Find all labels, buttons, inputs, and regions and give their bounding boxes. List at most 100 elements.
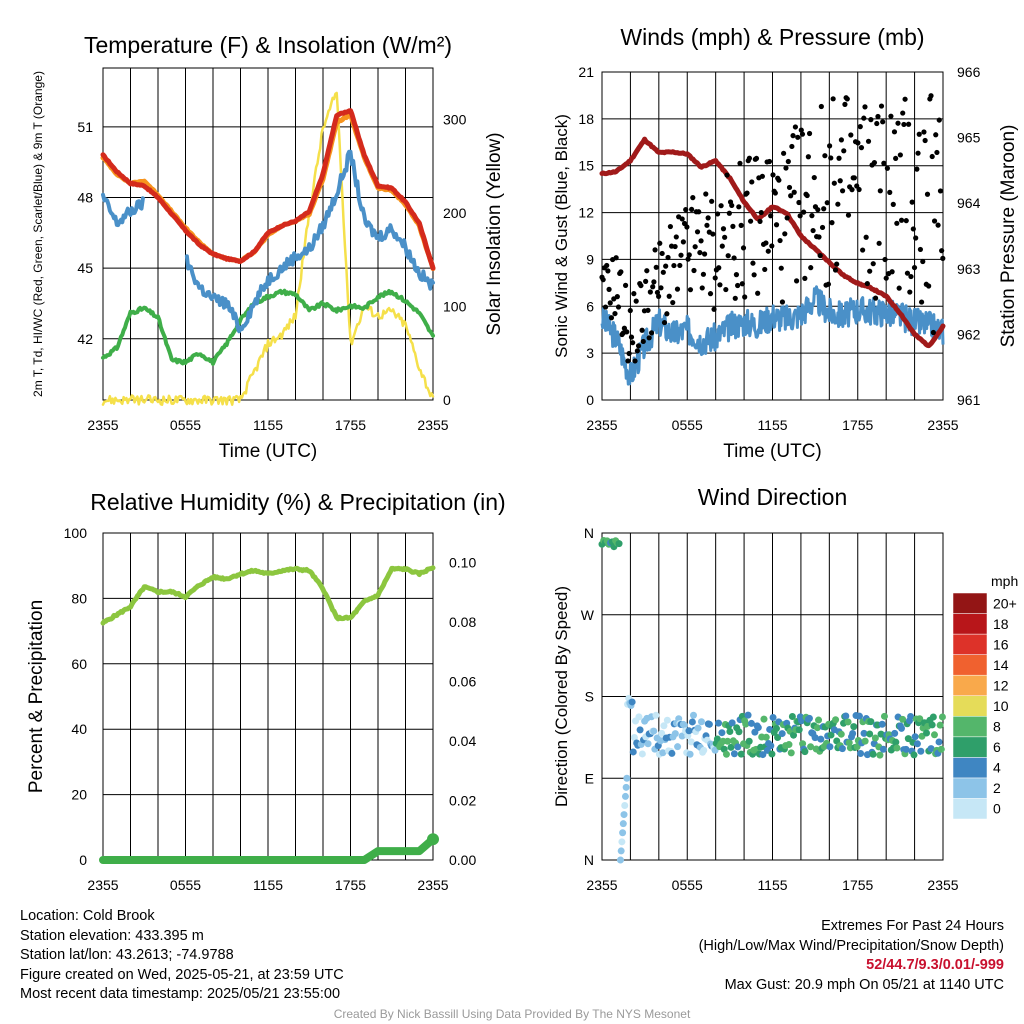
winds-panel: 2355 0555 1155 1755 2355 0 3 6 9 12 15 18 21 961 962 96… [552, 24, 1019, 462]
x-tick-label: 2355 [927, 877, 958, 893]
direction-point [929, 713, 937, 721]
gust-point [607, 300, 613, 306]
gust-point [769, 243, 775, 249]
direction-point [867, 718, 875, 726]
direction-point [927, 745, 935, 753]
precip-end-marker [427, 833, 439, 846]
gust-point [612, 310, 618, 317]
gust-point [667, 223, 673, 230]
direction-point [799, 740, 807, 748]
x-axis-label: Time (UTC) [219, 441, 318, 462]
chart-title: Wind Direction [698, 484, 848, 510]
gust-point [801, 209, 807, 215]
y-axis-label: Percent & Precipitation [26, 600, 47, 793]
legend-label: 18 [993, 616, 1009, 632]
gust-point [822, 153, 828, 159]
gust-point [646, 335, 652, 341]
extremes-title: Extremes For Past 24 Hours [821, 918, 1004, 934]
y-tick-label: 60 [71, 656, 87, 672]
gust-point [672, 243, 678, 250]
gust-point [643, 278, 649, 284]
direction-point [621, 792, 629, 800]
direction-point [678, 732, 686, 740]
y-tick-label-right: 965 [957, 130, 981, 146]
gust-point [683, 207, 689, 213]
gust-point [699, 285, 705, 291]
gust-point [895, 120, 901, 126]
gust-point [792, 124, 799, 130]
x-axis-label: Time (UTC) [723, 441, 822, 462]
gust-point [650, 284, 656, 290]
credit-line: Created By Nick Bassill Using Data Provi… [333, 1007, 691, 1021]
y-tick-label-right: 0.10 [449, 555, 476, 571]
gust-point [876, 240, 882, 246]
gust-point [782, 231, 788, 237]
legend-label: 12 [993, 677, 1009, 693]
gust-point [709, 198, 715, 204]
y-tick-label-right: 963 [957, 261, 981, 277]
gust-point [825, 281, 832, 287]
gust-point [639, 327, 645, 333]
gust-point [909, 199, 915, 205]
gust-point [937, 188, 944, 194]
gust-point [855, 140, 861, 146]
gust-point [904, 270, 911, 276]
direction-point [849, 729, 857, 737]
direction-point [768, 750, 776, 758]
direction-point [713, 735, 721, 743]
legend-swatch [952, 736, 988, 758]
extremes-subtitle: (High/Low/Max Wind/Precipitation/Snow De… [698, 937, 1004, 954]
gust-point [726, 210, 732, 216]
y-tick-label-right: 0.06 [449, 674, 476, 690]
gust-point [791, 189, 797, 195]
x-tick-label: 1755 [842, 417, 873, 433]
gust-point [851, 175, 857, 181]
gust-point [740, 245, 747, 251]
direction-point [619, 820, 627, 828]
x-tick-label: 2355 [87, 877, 118, 893]
gust-point [647, 289, 653, 295]
y-tick-label: 9 [586, 251, 594, 267]
gust-point [707, 291, 714, 297]
chart-title: Temperature (F) & Insolation (W/m²) [84, 32, 452, 58]
series-line-2m-t [100, 108, 436, 271]
x-tick-label: 1155 [757, 417, 787, 433]
gust-point [889, 269, 895, 275]
y-axis-label-right: Solar Insolation (Yellow) [484, 132, 505, 335]
gust-point [785, 158, 791, 165]
gust-point [796, 199, 802, 206]
legend-swatch [952, 592, 988, 614]
gust-point [710, 231, 716, 237]
gust-point [722, 234, 728, 240]
gust-point [897, 152, 903, 158]
gust-point [928, 93, 934, 99]
gust-point [831, 180, 837, 186]
y-tick-label: 20 [71, 787, 87, 803]
gust-point [606, 286, 612, 292]
gust-point [922, 137, 928, 144]
direction-point [923, 729, 931, 737]
gust-point [842, 101, 848, 107]
gust-point [913, 235, 919, 241]
gust-point [661, 319, 668, 326]
direction-point [668, 749, 676, 757]
gust-point [686, 252, 692, 258]
gust-point [776, 177, 782, 183]
gust-point [725, 253, 731, 259]
gust-point [865, 138, 872, 144]
direction-point [795, 726, 803, 734]
gust-point [684, 224, 690, 230]
gust-point [689, 206, 695, 213]
gust-point [786, 184, 793, 191]
gust-point [872, 295, 879, 301]
gust-point [608, 315, 615, 321]
gust-point [802, 275, 808, 281]
direction-point [622, 783, 630, 791]
y-tick-label: 0 [586, 392, 594, 408]
meteogram-figure: 2355 0555 1155 1755 2355424548510100200300Te… [26, 24, 1019, 893]
y-tick-label: 100 [64, 525, 88, 541]
direction-point [620, 811, 628, 819]
direction-point [899, 715, 907, 723]
x-tick-label: 2355 [927, 417, 958, 433]
x-tick-label: 1155 [757, 877, 787, 893]
